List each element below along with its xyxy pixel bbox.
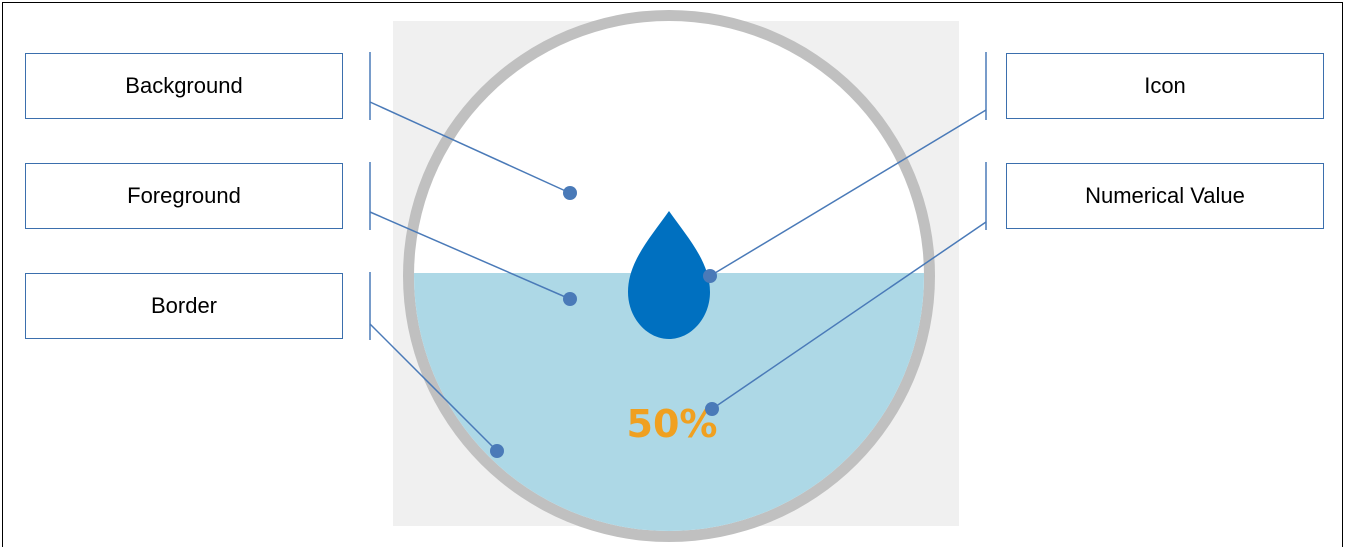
label-background: Background bbox=[25, 53, 343, 119]
label-icon: Icon bbox=[1006, 53, 1324, 119]
leader-dots bbox=[490, 186, 719, 458]
numerical-value-leader bbox=[711, 221, 987, 410]
label-foreground: Foreground bbox=[25, 163, 343, 229]
foreground-leader bbox=[369, 211, 571, 300]
background-dot bbox=[563, 186, 577, 200]
border-dot bbox=[490, 444, 504, 458]
numerical-value-dot bbox=[705, 402, 719, 416]
label-numerical-value: Numerical Value bbox=[1006, 163, 1324, 229]
water-drop-icon bbox=[628, 211, 710, 339]
icon-leader bbox=[709, 109, 987, 277]
leader-lines bbox=[369, 52, 987, 452]
border-leader bbox=[369, 323, 498, 452]
icon-dot bbox=[703, 269, 717, 283]
gauge-value-text: 50% bbox=[627, 402, 718, 446]
foreground-dot bbox=[563, 292, 577, 306]
label-border: Border bbox=[25, 273, 343, 339]
background-leader bbox=[369, 101, 571, 194]
